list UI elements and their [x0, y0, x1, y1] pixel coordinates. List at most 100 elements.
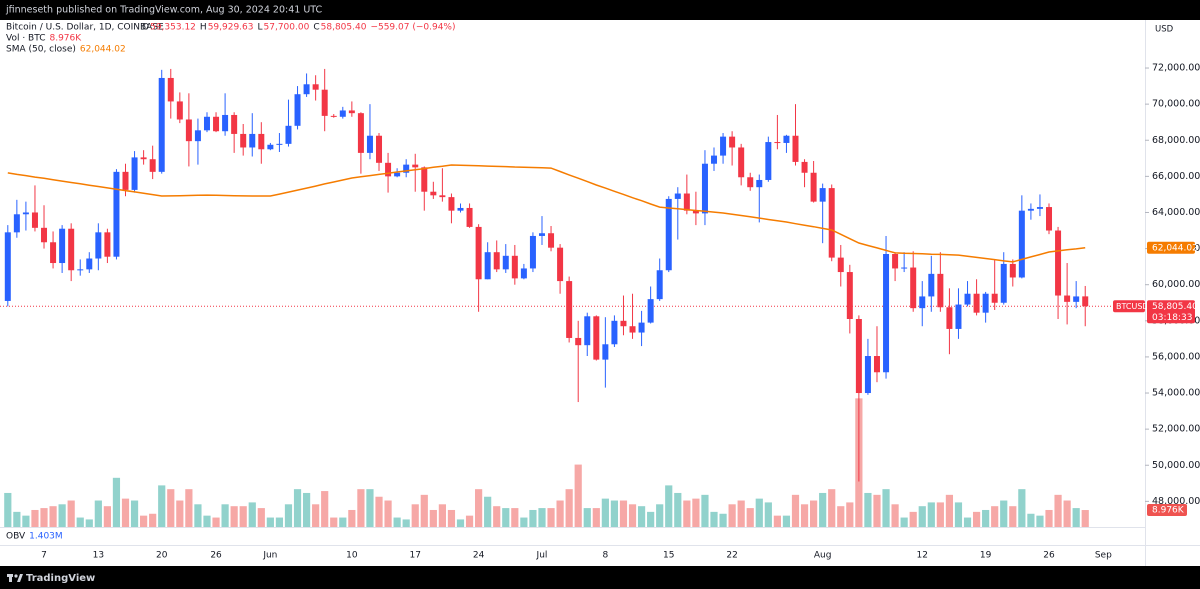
sma-value: 62,044.02 — [80, 45, 126, 55]
volume-bar — [628, 504, 637, 527]
volume-bar — [520, 517, 528, 527]
candle-body — [910, 267, 917, 309]
candle-body — [1027, 208, 1034, 211]
ohlc-value: 59,929.63 — [208, 23, 254, 33]
volume-bar — [954, 502, 963, 527]
volume-bar — [230, 506, 238, 527]
volume-bar — [1009, 506, 1017, 527]
volume-bar — [972, 511, 981, 527]
volume-bar — [828, 489, 836, 527]
volume-bar — [710, 511, 718, 527]
candle-body — [946, 307, 953, 329]
candle-body — [557, 247, 564, 282]
candle-body — [883, 254, 890, 373]
volume-bar — [900, 517, 908, 527]
candle-body — [231, 114, 238, 134]
candle-body — [846, 272, 853, 319]
footer: TradingView — [26, 573, 95, 584]
candle-body — [991, 293, 998, 303]
candle-body — [167, 77, 174, 102]
candle-body — [982, 293, 989, 313]
candle-body — [50, 242, 57, 264]
candle-body — [529, 235, 536, 269]
footer-bar — [0, 566, 1200, 589]
candle-body — [466, 207, 473, 227]
candle-body — [113, 171, 120, 257]
volume-bar — [846, 502, 854, 527]
volume-bar — [40, 508, 48, 527]
volume-bar — [782, 515, 791, 527]
ohlc-key: C — [313, 23, 319, 33]
candle-body — [656, 270, 663, 300]
x-tick-label: 12 — [917, 551, 928, 561]
candle-body — [502, 255, 509, 270]
volume-bar — [719, 513, 727, 527]
volume-bar — [547, 508, 555, 527]
obv-value: 1.403M — [29, 532, 63, 542]
y-tick-label: 70,000.00 — [1152, 99, 1200, 110]
candle-body — [738, 147, 745, 178]
volume-bar — [647, 511, 655, 527]
sma-badge — [1147, 241, 1195, 254]
volume-bar — [1036, 515, 1044, 527]
volume-bar — [982, 509, 990, 527]
x-tick-label: 19 — [980, 551, 992, 561]
volume-bar — [791, 494, 800, 527]
candle-body — [674, 193, 681, 199]
candle-body — [792, 135, 799, 162]
candle-body — [131, 157, 138, 190]
candle-body — [701, 163, 708, 214]
candle-body — [22, 212, 29, 215]
y-tick-label: 50,000.00 — [1152, 460, 1200, 471]
volume-badge-label: 8.976K — [1152, 506, 1185, 516]
candle-body — [176, 101, 183, 120]
sma-line — [7, 164, 1086, 263]
candle-body — [801, 161, 808, 173]
x-tick-label: 7 — [41, 551, 47, 561]
x-tick-label: 15 — [663, 551, 674, 561]
candle-body — [267, 144, 274, 150]
candle-body — [783, 135, 790, 143]
volume-bar — [348, 509, 356, 527]
candle-body — [276, 143, 283, 145]
candle-body — [240, 133, 247, 148]
candle-body — [457, 207, 464, 211]
volume-bar — [683, 500, 691, 527]
chart-background — [0, 20, 1200, 566]
candle-body — [41, 227, 48, 243]
candle-body — [720, 136, 727, 156]
volume-bar — [1081, 510, 1089, 527]
volume-bar — [366, 489, 374, 527]
candle-body — [430, 191, 437, 196]
candle-body — [937, 273, 944, 308]
volume-bar — [810, 500, 818, 527]
x-tick-label: 8 — [602, 551, 608, 561]
volume-bar — [484, 496, 492, 527]
candle-body — [4, 232, 11, 301]
volume-bar — [511, 508, 519, 527]
volume-bar — [402, 519, 410, 527]
candle-body — [86, 258, 93, 270]
y-tick-label: 48,000.00 — [1152, 496, 1200, 507]
candle-body — [638, 322, 645, 333]
candle-body — [584, 316, 591, 346]
volume-value: 8.976K — [49, 34, 82, 44]
candle-body — [122, 171, 129, 190]
candle-body — [901, 267, 908, 269]
volume-bar — [583, 508, 591, 527]
candle-body — [249, 133, 256, 148]
y-tick-label: 64,000.00 — [1152, 207, 1200, 218]
candle-body — [59, 228, 66, 264]
candle-body — [855, 319, 862, 394]
candle-body — [194, 130, 201, 142]
volume-bar — [49, 506, 57, 527]
x-tick-label: Jul — [536, 551, 548, 561]
candle-body — [439, 195, 446, 198]
y-tick-label: 56,000.00 — [1152, 351, 1200, 362]
volume-bar — [837, 506, 845, 527]
volume-bar — [456, 519, 465, 527]
volume-bar — [112, 477, 121, 527]
ohlc-value: 57,700.00 — [264, 23, 310, 33]
candle-body — [711, 155, 718, 164]
